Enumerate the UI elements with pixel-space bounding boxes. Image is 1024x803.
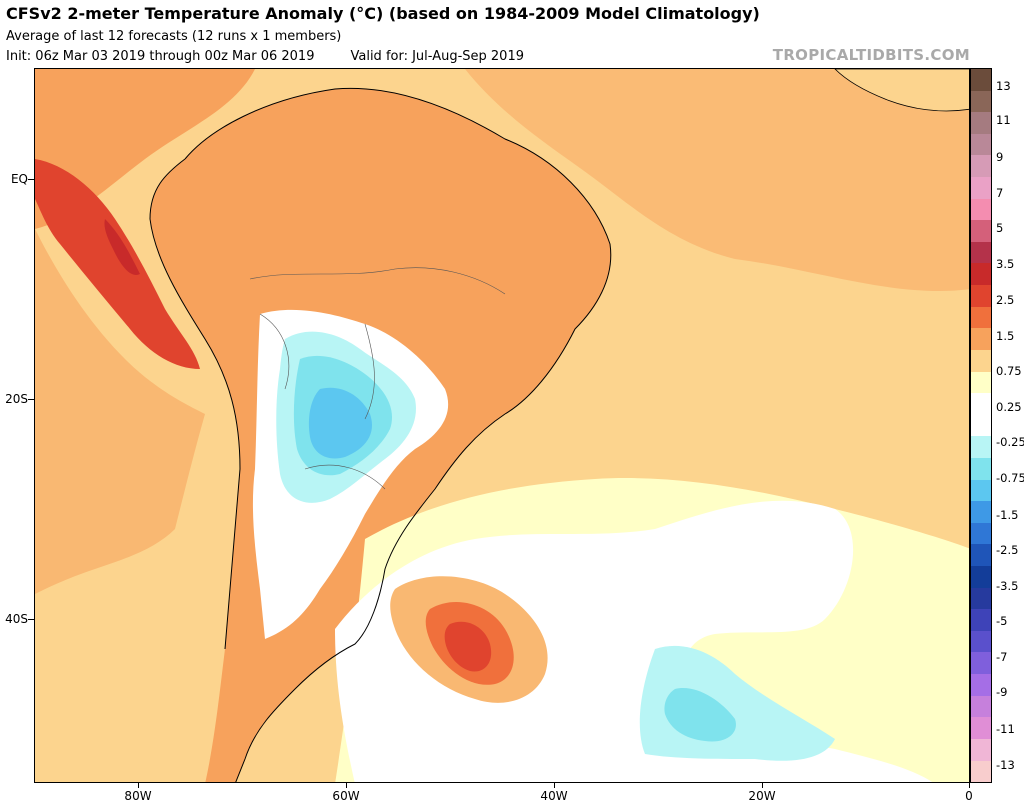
colorbar-label: -0.75 (996, 471, 1024, 485)
anomaly-region-sa-warm-core (444, 621, 492, 672)
colorbar-label: -0.25 (996, 435, 1024, 449)
colorbar-label: 11 (996, 113, 1011, 127)
colorbar-label: 1.5 (996, 329, 1015, 343)
colorbar-segment (971, 566, 991, 588)
colorbar-segment (971, 155, 991, 178)
init-valid-line: Init: 06z Mar 03 2019 through 00z Mar 06… (6, 49, 524, 64)
colorbar-label: -7 (996, 650, 1008, 664)
colorbar-segment (971, 587, 991, 610)
lat-tick-20s (28, 399, 34, 400)
colorbar-label: 5 (996, 221, 1004, 235)
lon-label-0: 0 (965, 789, 973, 803)
colorbar-segment (971, 652, 991, 675)
colorbar-segment (971, 695, 991, 718)
colorbar-segment (971, 544, 991, 567)
chart-title: CFSv2 2-meter Temperature Anomaly (°C) (… (6, 4, 760, 23)
coastline (184, 87, 612, 782)
anomaly-region-near-zero (335, 500, 933, 782)
colorbar-segment (971, 522, 991, 545)
colorbar-segment (971, 220, 991, 242)
africa-coast (834, 69, 969, 112)
colorbar-label: 7 (996, 186, 1004, 200)
colorbar-segment (971, 609, 991, 631)
colorbar-segment (971, 349, 991, 372)
colorbar-segment (971, 717, 991, 739)
anomaly-region-sa-cool-core (664, 688, 736, 742)
colorbar-label: -1.5 (996, 508, 1019, 522)
lat-tick-eq (28, 179, 34, 180)
lon-tick-60w (346, 783, 347, 788)
colorbar-segment (971, 501, 991, 523)
lon-tick-20w (762, 783, 763, 788)
colorbar-segment (971, 112, 991, 134)
lat-tick-40s (28, 619, 34, 620)
colorbar-segment (971, 738, 991, 761)
colorbar-label: 2.5 (996, 293, 1015, 307)
chart-subtitle: Average of last 12 forecasts (12 runs x … (6, 29, 342, 44)
colorbar-label: -13 (996, 758, 1015, 772)
anomaly-region-peru-max (104, 219, 140, 275)
lon-tick-0 (969, 783, 970, 788)
colorbar-label: -3.5 (996, 579, 1019, 593)
colorbar-segment (971, 457, 991, 480)
anomaly-region-pacific-coast (35, 159, 200, 369)
lon-tick-80w (138, 783, 139, 788)
site-brand: TROPICALTIDBITS.COM (772, 46, 970, 64)
colorbar-segment (971, 371, 991, 394)
colorbar-segment (971, 674, 991, 696)
anomaly-map[interactable] (34, 68, 970, 783)
map-svg (35, 69, 969, 782)
colorbar-segment (971, 241, 991, 264)
colorbar (970, 68, 992, 783)
colorbar-label: -9 (996, 685, 1008, 699)
colorbar-segment (971, 90, 991, 113)
colorbar-segment (971, 306, 991, 329)
lat-label-40s: 40S (5, 612, 28, 626)
anomaly-region-se-pacific (35, 229, 205, 594)
west-coastline (149, 158, 241, 650)
colorbar-segment (971, 328, 991, 350)
colorbar-label: 13 (996, 79, 1011, 93)
colorbar-segment (971, 285, 991, 307)
colorbar-segment (971, 414, 991, 437)
valid-text: Valid for: Jul-Aug-Sep 2019 (350, 49, 524, 64)
lon-label-20w: 20W (748, 789, 776, 803)
colorbar-segment (971, 177, 991, 199)
colorbar-label: -5 (996, 614, 1008, 628)
country-borders (249, 267, 506, 490)
anomaly-region-nw-ocean (35, 69, 255, 229)
init-text: Init: 06z Mar 03 2019 through 00z Mar 06… (6, 49, 315, 64)
colorbar-label: 0.25 (996, 400, 1022, 414)
lon-label-40w: 40W (540, 789, 568, 803)
colorbar-segment (971, 133, 991, 156)
colorbar-segment (971, 263, 991, 286)
lat-label-eq: EQ (10, 172, 28, 186)
anomaly-region-n-atlantic (465, 69, 969, 291)
colorbar-label: 9 (996, 150, 1004, 164)
colorbar-segment (971, 198, 991, 221)
colorbar-segment (971, 630, 991, 653)
colorbar-segment (971, 760, 991, 783)
colorbar-segment (971, 436, 991, 458)
colorbar-label: 0.75 (996, 364, 1022, 378)
lon-label-80w: 80W (124, 789, 152, 803)
lon-label-60w: 60W (332, 789, 360, 803)
lat-label-20s: 20S (5, 392, 28, 406)
colorbar-segment (971, 393, 991, 415)
colorbar-segment (971, 479, 991, 502)
colorbar-label: 3.5 (996, 257, 1015, 271)
colorbar-label: -11 (996, 722, 1015, 736)
lon-tick-40w (554, 783, 555, 788)
anomaly-region-cold-core (308, 387, 373, 459)
colorbar-label: -2.5 (996, 543, 1019, 557)
colorbar-segment (971, 69, 991, 91)
